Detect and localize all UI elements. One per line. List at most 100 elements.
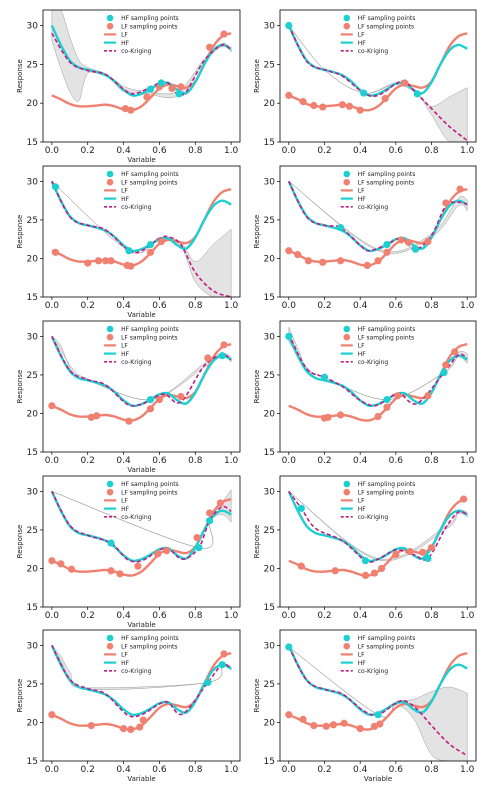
legend-marker bbox=[106, 634, 114, 642]
y-tick-label: 30 bbox=[27, 487, 39, 497]
legend-label: co-Kriging bbox=[358, 514, 389, 521]
legend-label: co-Kriging bbox=[121, 668, 152, 675]
lf-sampling-point bbox=[404, 238, 412, 246]
legend-label: HF sampling points bbox=[121, 171, 179, 178]
lf-sampling-point bbox=[299, 715, 307, 723]
legend-lf-points: LF sampling points bbox=[343, 22, 414, 30]
cokriging-curve bbox=[288, 25, 468, 142]
y-tick-label: 30 bbox=[264, 487, 276, 497]
axes-frame bbox=[42, 475, 241, 608]
lf-sampling-point bbox=[116, 570, 124, 578]
legend-label: co-Kriging bbox=[358, 48, 389, 55]
legend-hf: HF bbox=[340, 660, 366, 667]
x-axis-label: Variable bbox=[127, 311, 155, 319]
lf-sampling-point bbox=[356, 725, 364, 733]
cokriging-curve bbox=[51, 491, 232, 563]
hf-sampling-point bbox=[157, 79, 165, 87]
legend-marker bbox=[106, 488, 114, 496]
lf-sampling-point bbox=[460, 495, 468, 503]
x-tick-label: 0.0 bbox=[282, 146, 297, 156]
axes-frame bbox=[42, 320, 241, 453]
y-tick-label: 25 bbox=[27, 526, 38, 536]
lf-sampling-point bbox=[304, 257, 313, 265]
y-axis-label: Response bbox=[253, 59, 261, 93]
plot-area bbox=[285, 643, 468, 761]
x-tick-label: 0.0 bbox=[282, 301, 297, 311]
legend-marker bbox=[343, 325, 351, 333]
x-tick-label: 1.0 bbox=[460, 301, 475, 311]
x-tick-label: 0.0 bbox=[45, 456, 60, 466]
hf-sampling-point bbox=[297, 504, 305, 512]
legend-lf-points: LF sampling points bbox=[106, 488, 178, 496]
legend-hf: HF bbox=[340, 506, 367, 513]
y-tick-label: 25 bbox=[27, 680, 38, 690]
lf-sampling-point bbox=[48, 402, 56, 410]
hf-curve bbox=[50, 644, 232, 717]
y-tick-label: 20 bbox=[264, 254, 276, 264]
legend-lf: LF bbox=[104, 343, 128, 350]
y-tick-label: 30 bbox=[264, 177, 276, 187]
hf-sampling-point bbox=[285, 332, 293, 341]
chart-panel-2: 0.0 0.2 0.4 0.6 0.8 1.0 15 20 25 30 Response HF sam… bbox=[253, 9, 477, 156]
lf-sampling-point bbox=[107, 567, 115, 575]
legend-label: LF bbox=[121, 188, 128, 195]
x-tick-label: 0.4 bbox=[116, 146, 131, 156]
lf-sampling-point bbox=[51, 248, 60, 256]
x-tick-label: 0.2 bbox=[317, 146, 331, 156]
hf-sampling-point bbox=[51, 183, 60, 191]
legend-label: HF bbox=[121, 351, 130, 358]
legend-lf-points: LF sampling points bbox=[343, 178, 414, 186]
legend-label: HF sampling points bbox=[121, 635, 179, 642]
y-tick-label: 20 bbox=[27, 409, 39, 419]
lf-sampling-point bbox=[220, 30, 228, 38]
cokriging-curve bbox=[288, 333, 468, 407]
lf-sampling-point bbox=[127, 262, 135, 270]
legend-cokriging: co-Kriging bbox=[104, 48, 152, 55]
x-tick-label: 0.0 bbox=[45, 765, 60, 775]
lf-sampling-point bbox=[220, 650, 228, 658]
x-tick-label: 0.4 bbox=[353, 146, 368, 156]
confidence-band bbox=[288, 646, 468, 761]
cokriging-curve bbox=[51, 645, 232, 718]
legend-label: HF sampling points bbox=[358, 15, 416, 22]
chart-panel-4: 0.0 0.2 0.4 0.6 0.8 1.0 15 20 25 30 Response HF sam… bbox=[253, 165, 477, 311]
axes-frame bbox=[279, 320, 477, 453]
lf-sampling-point bbox=[338, 101, 346, 109]
legend-hf: HF bbox=[104, 196, 130, 203]
y-tick-label: 20 bbox=[264, 99, 276, 109]
y-tick-label: 15 bbox=[264, 757, 275, 767]
legend-marker bbox=[343, 178, 351, 186]
lf-sampling-point bbox=[442, 361, 450, 369]
hf-sampling-point bbox=[146, 85, 155, 93]
lf-sampling-point bbox=[451, 348, 459, 356]
chart-panel-10: 0.0 0.2 0.4 0.6 0.8 1.0 15 20 25 30 Variable Respon… bbox=[253, 629, 477, 783]
plot-area bbox=[48, 489, 232, 578]
x-tick-label: 0.4 bbox=[116, 765, 131, 775]
lf-sampling-point bbox=[48, 557, 56, 565]
legend-hf-points: HF sampling points bbox=[343, 325, 415, 333]
lf-sampling-point bbox=[427, 544, 436, 552]
confidence-band bbox=[51, 336, 232, 400]
x-tick-label: 0.4 bbox=[353, 765, 368, 775]
legend-label: LF bbox=[121, 652, 128, 659]
y-tick-label: 25 bbox=[264, 216, 275, 226]
lf-sampling-point bbox=[331, 567, 339, 575]
x-tick-label: 1.0 bbox=[224, 456, 239, 466]
x-tick-label: 1.0 bbox=[224, 146, 239, 156]
legend-marker bbox=[106, 170, 114, 178]
y-tick-label: 30 bbox=[27, 177, 39, 187]
legend-hf-points: HF sampling points bbox=[106, 170, 179, 178]
lf-sampling-point bbox=[48, 711, 56, 719]
lf-sampling-point bbox=[406, 547, 414, 556]
legend-label: HF bbox=[121, 660, 130, 667]
lf-sampling-point bbox=[154, 550, 162, 558]
chart-panel-3: 0.0 0.2 0.4 0.6 0.8 1.0 15 20 25 30 Variable Respon… bbox=[16, 165, 241, 319]
plot-area bbox=[50, 10, 232, 114]
axes-frame bbox=[42, 165, 241, 298]
legend-label: HF bbox=[358, 506, 367, 513]
lf-curve bbox=[51, 187, 232, 267]
